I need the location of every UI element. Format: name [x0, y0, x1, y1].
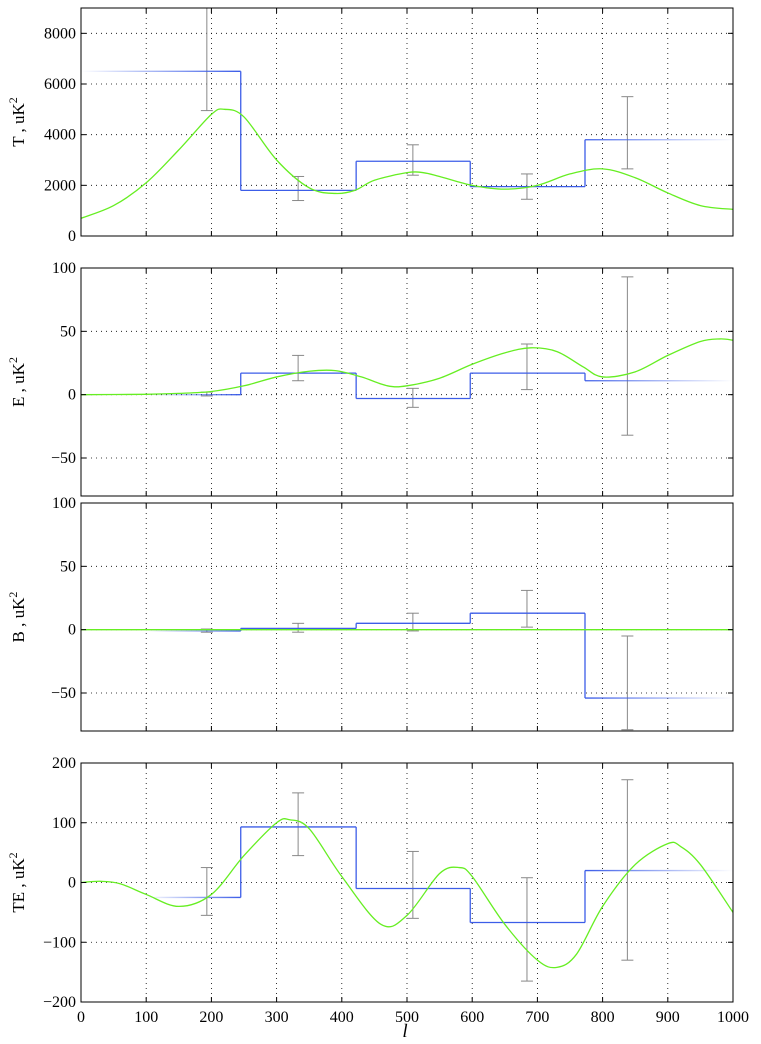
error-bar: [621, 276, 634, 436]
x-tick-label: 100: [134, 1009, 158, 1026]
y-tick-label: −100: [43, 934, 76, 951]
x-tick-label: 500: [395, 1009, 419, 1026]
axes-frame: [80, 502, 734, 732]
error-bar: [292, 354, 305, 382]
y-tick-label: 100: [52, 495, 76, 512]
x-tick-label: 1000: [717, 1009, 749, 1026]
y-tick-label: 0: [68, 875, 76, 892]
y-axis-label: T , uK2: [6, 97, 28, 147]
error-bar: [520, 589, 533, 628]
grid: [81, 763, 733, 1002]
plot-area: [81, 779, 733, 982]
y-tick-label: 50: [60, 558, 76, 575]
x-axis-label: l: [402, 1021, 407, 1042]
model-curve: [81, 108, 733, 219]
grid: [81, 268, 733, 496]
y-tick-label: 8000: [44, 25, 76, 42]
x-tick-label: 400: [330, 1009, 354, 1026]
error-bar: [406, 144, 419, 176]
error-bar: [292, 792, 305, 857]
y-tick-label: 200: [52, 755, 76, 772]
error-bar: [621, 635, 634, 731]
x-tick-label: 700: [525, 1009, 549, 1026]
y-axis-label: B , uK2: [6, 592, 28, 643]
panel-B: −50 0 50 100 B , uK2: [6, 495, 734, 732]
y-tick-label: 100: [52, 815, 76, 832]
model-curve: [81, 338, 733, 396]
error-bar: [406, 612, 419, 632]
x-tick-label: 300: [265, 1009, 289, 1026]
y-tick-label: −50: [51, 450, 76, 467]
y-tick-label: 4000: [44, 127, 76, 144]
x-tick-label: 200: [199, 1009, 223, 1026]
y-axis-label: E , uK2: [6, 357, 28, 407]
grid: [81, 503, 733, 731]
y-tick-label: 100: [52, 260, 76, 277]
y-tick-label: 0: [68, 387, 76, 404]
error-bar: [520, 343, 533, 391]
error-bar: [406, 850, 419, 919]
axes-frame: [80, 7, 734, 237]
error-bar: [200, 867, 213, 916]
axes-frame: [80, 267, 734, 497]
error-bar: [621, 96, 634, 170]
plot-area: [81, 589, 733, 731]
y-tick-label: 6000: [44, 76, 76, 93]
y-tick-label: 0: [68, 622, 76, 639]
grid: [81, 8, 733, 236]
plot-area: [81, 8, 733, 219]
model-curve: [81, 817, 733, 969]
panel-T: 0 2000 4000 6000 8000 T , uK2: [6, 7, 734, 245]
y-tick-label: −200: [43, 994, 76, 1011]
plot-area: [81, 276, 733, 436]
x-tick-label: 0: [77, 1009, 85, 1026]
y-tick-label: 50: [60, 323, 76, 340]
error-bar: [520, 877, 533, 982]
panel-E: −50 0 50 100 E , uK2: [6, 260, 734, 497]
x-tick-label: 900: [656, 1009, 680, 1026]
error-bar: [200, 8, 213, 112]
x-tick-label: 600: [460, 1009, 484, 1026]
y-axis-label: TE , uK2: [6, 852, 28, 912]
panel-TE: 0 100 200 300 400 500 600 700 800 900 1000−200−100…: [6, 755, 749, 1026]
x-tick-label: 800: [591, 1009, 615, 1026]
y-tick-label: 0: [68, 228, 76, 245]
y-tick-label: −50: [51, 685, 76, 702]
y-tick-label: 2000: [44, 177, 76, 194]
